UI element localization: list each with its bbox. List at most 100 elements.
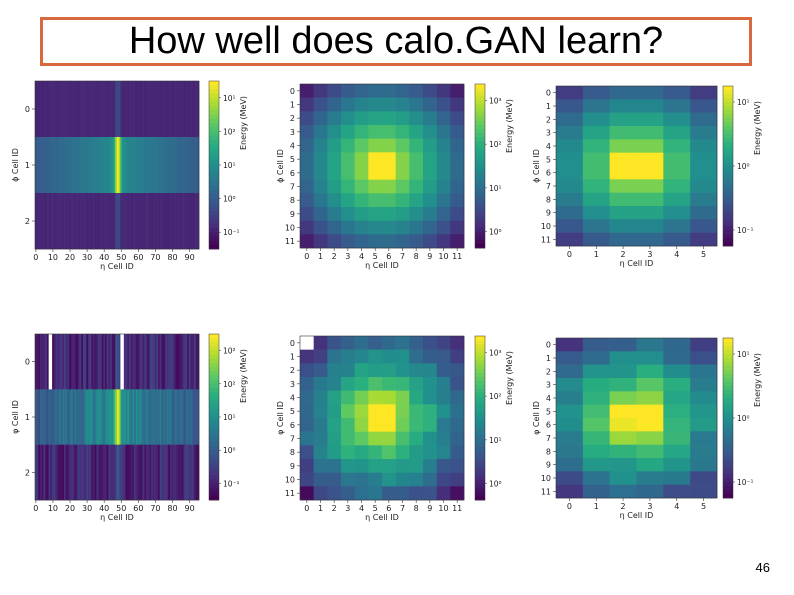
heatmap-cell [166,334,169,390]
heatmap-cell [582,484,610,499]
heatmap-cell [77,444,80,501]
heatmap-cell [142,444,145,501]
heatmap-cell [327,472,342,487]
colorbar-segment [475,100,485,105]
heatmap-cell [313,349,328,364]
colorbar-segment [723,90,733,95]
heatmap-cell [52,444,55,501]
heatmap-cell [77,137,80,194]
heatmap-cell [636,431,664,445]
colorbar-segment [209,358,219,364]
heatmap-cell [135,334,138,390]
heatmap-cell [149,81,152,138]
y-tick-label: 2 [25,468,30,477]
heatmap-cell [327,166,342,180]
heatmap-cell [43,334,46,390]
colorbar-segment [209,458,219,464]
x-tick-label: 8 [414,252,419,261]
heatmap-cell [40,81,43,138]
heatmap-cell [154,334,157,390]
heatmap-cell [175,193,178,250]
heatmap-cell [582,458,610,472]
heatmap-cell [187,137,190,194]
heatmap-cell [382,418,396,432]
heatmap-cell [137,137,140,194]
heatmap-cell [139,389,142,445]
heatmap-cell [113,389,116,445]
heatmap-cell [313,166,328,180]
heatmap-cell [113,137,116,194]
heatmap-cell [41,444,44,501]
heatmap-cell [190,81,193,138]
heatmap-cell [158,389,161,445]
heatmap-cell [45,193,48,250]
heatmap-cell [409,207,424,221]
heatmap-cell [65,444,68,501]
heatmap-cell [193,81,196,138]
heatmap-cell [690,86,718,100]
heatmap-cell [450,459,465,473]
x-tick-label: 60 [133,504,143,513]
y-axis-label: φ Cell ID [11,400,20,434]
colorbar-label: Energy (MeV) [753,101,762,155]
heatmap-cell [423,179,437,194]
heatmap-cell [67,81,70,138]
heatmap-cell [193,137,196,194]
y-tick-label: 1 [546,102,551,111]
x-tick-label: 20 [65,253,75,262]
colorbar-segment [209,135,219,141]
colorbar-segment [209,177,219,183]
heatmap-cell [450,179,465,194]
x-tick-label: 90 [185,253,195,262]
heatmap-cell [354,418,369,432]
heatmap-cell [108,193,111,250]
heatmap-cell [354,138,369,153]
colorbar-segment [209,334,219,339]
heatmap-cell [582,444,610,459]
x-tick-label: 4 [674,250,679,259]
heatmap-cell [341,84,355,98]
heatmap-cell [556,404,584,419]
colorbar-segment [209,338,219,343]
colorbar-segment [209,491,219,497]
x-tick-label: 70 [150,504,160,513]
heatmap-cell [341,193,355,208]
x-tick-label: 3 [345,252,350,261]
x-tick-label: 10 [438,252,448,261]
y-tick-label: 2 [290,366,295,375]
heatmap-cell [190,389,193,445]
heatmap-cell [103,389,106,445]
colorbar-segment [475,153,485,159]
heatmap-cell [395,207,410,221]
heatmap-cell [556,99,584,113]
heatmap-cell [82,389,85,445]
heatmap-cell [395,431,410,446]
heatmap-cell [556,219,584,233]
heatmap-cell [169,389,172,445]
heatmap-cell [99,137,102,194]
heatmap-cell [171,444,174,501]
heatmap-cell [175,137,178,194]
heatmap-cell [111,137,114,194]
colorbar-segment [209,186,219,191]
heatmap-cell [663,484,691,499]
colorbar-segment [209,446,219,451]
heatmap-cell [163,334,166,390]
y-tick-label: 1 [546,354,551,363]
heatmap-cell [341,390,355,405]
heatmap-cell [609,139,637,153]
heatmap-cell [690,179,718,193]
heatmap-cell [58,389,61,445]
colorbar-segment [475,471,485,476]
y-tick-label: 4 [290,394,295,403]
y-axis-label: ϕ Cell ID [532,149,541,183]
heatmap-cell [300,84,314,98]
heatmap-cell [341,418,355,432]
heatmap-cell [117,193,120,250]
colorbar-segment [475,385,485,390]
heatmap-cell [134,334,137,390]
colorbar-segment [475,450,485,456]
heatmap-cell [556,152,584,167]
heatmap-cell [89,81,92,138]
